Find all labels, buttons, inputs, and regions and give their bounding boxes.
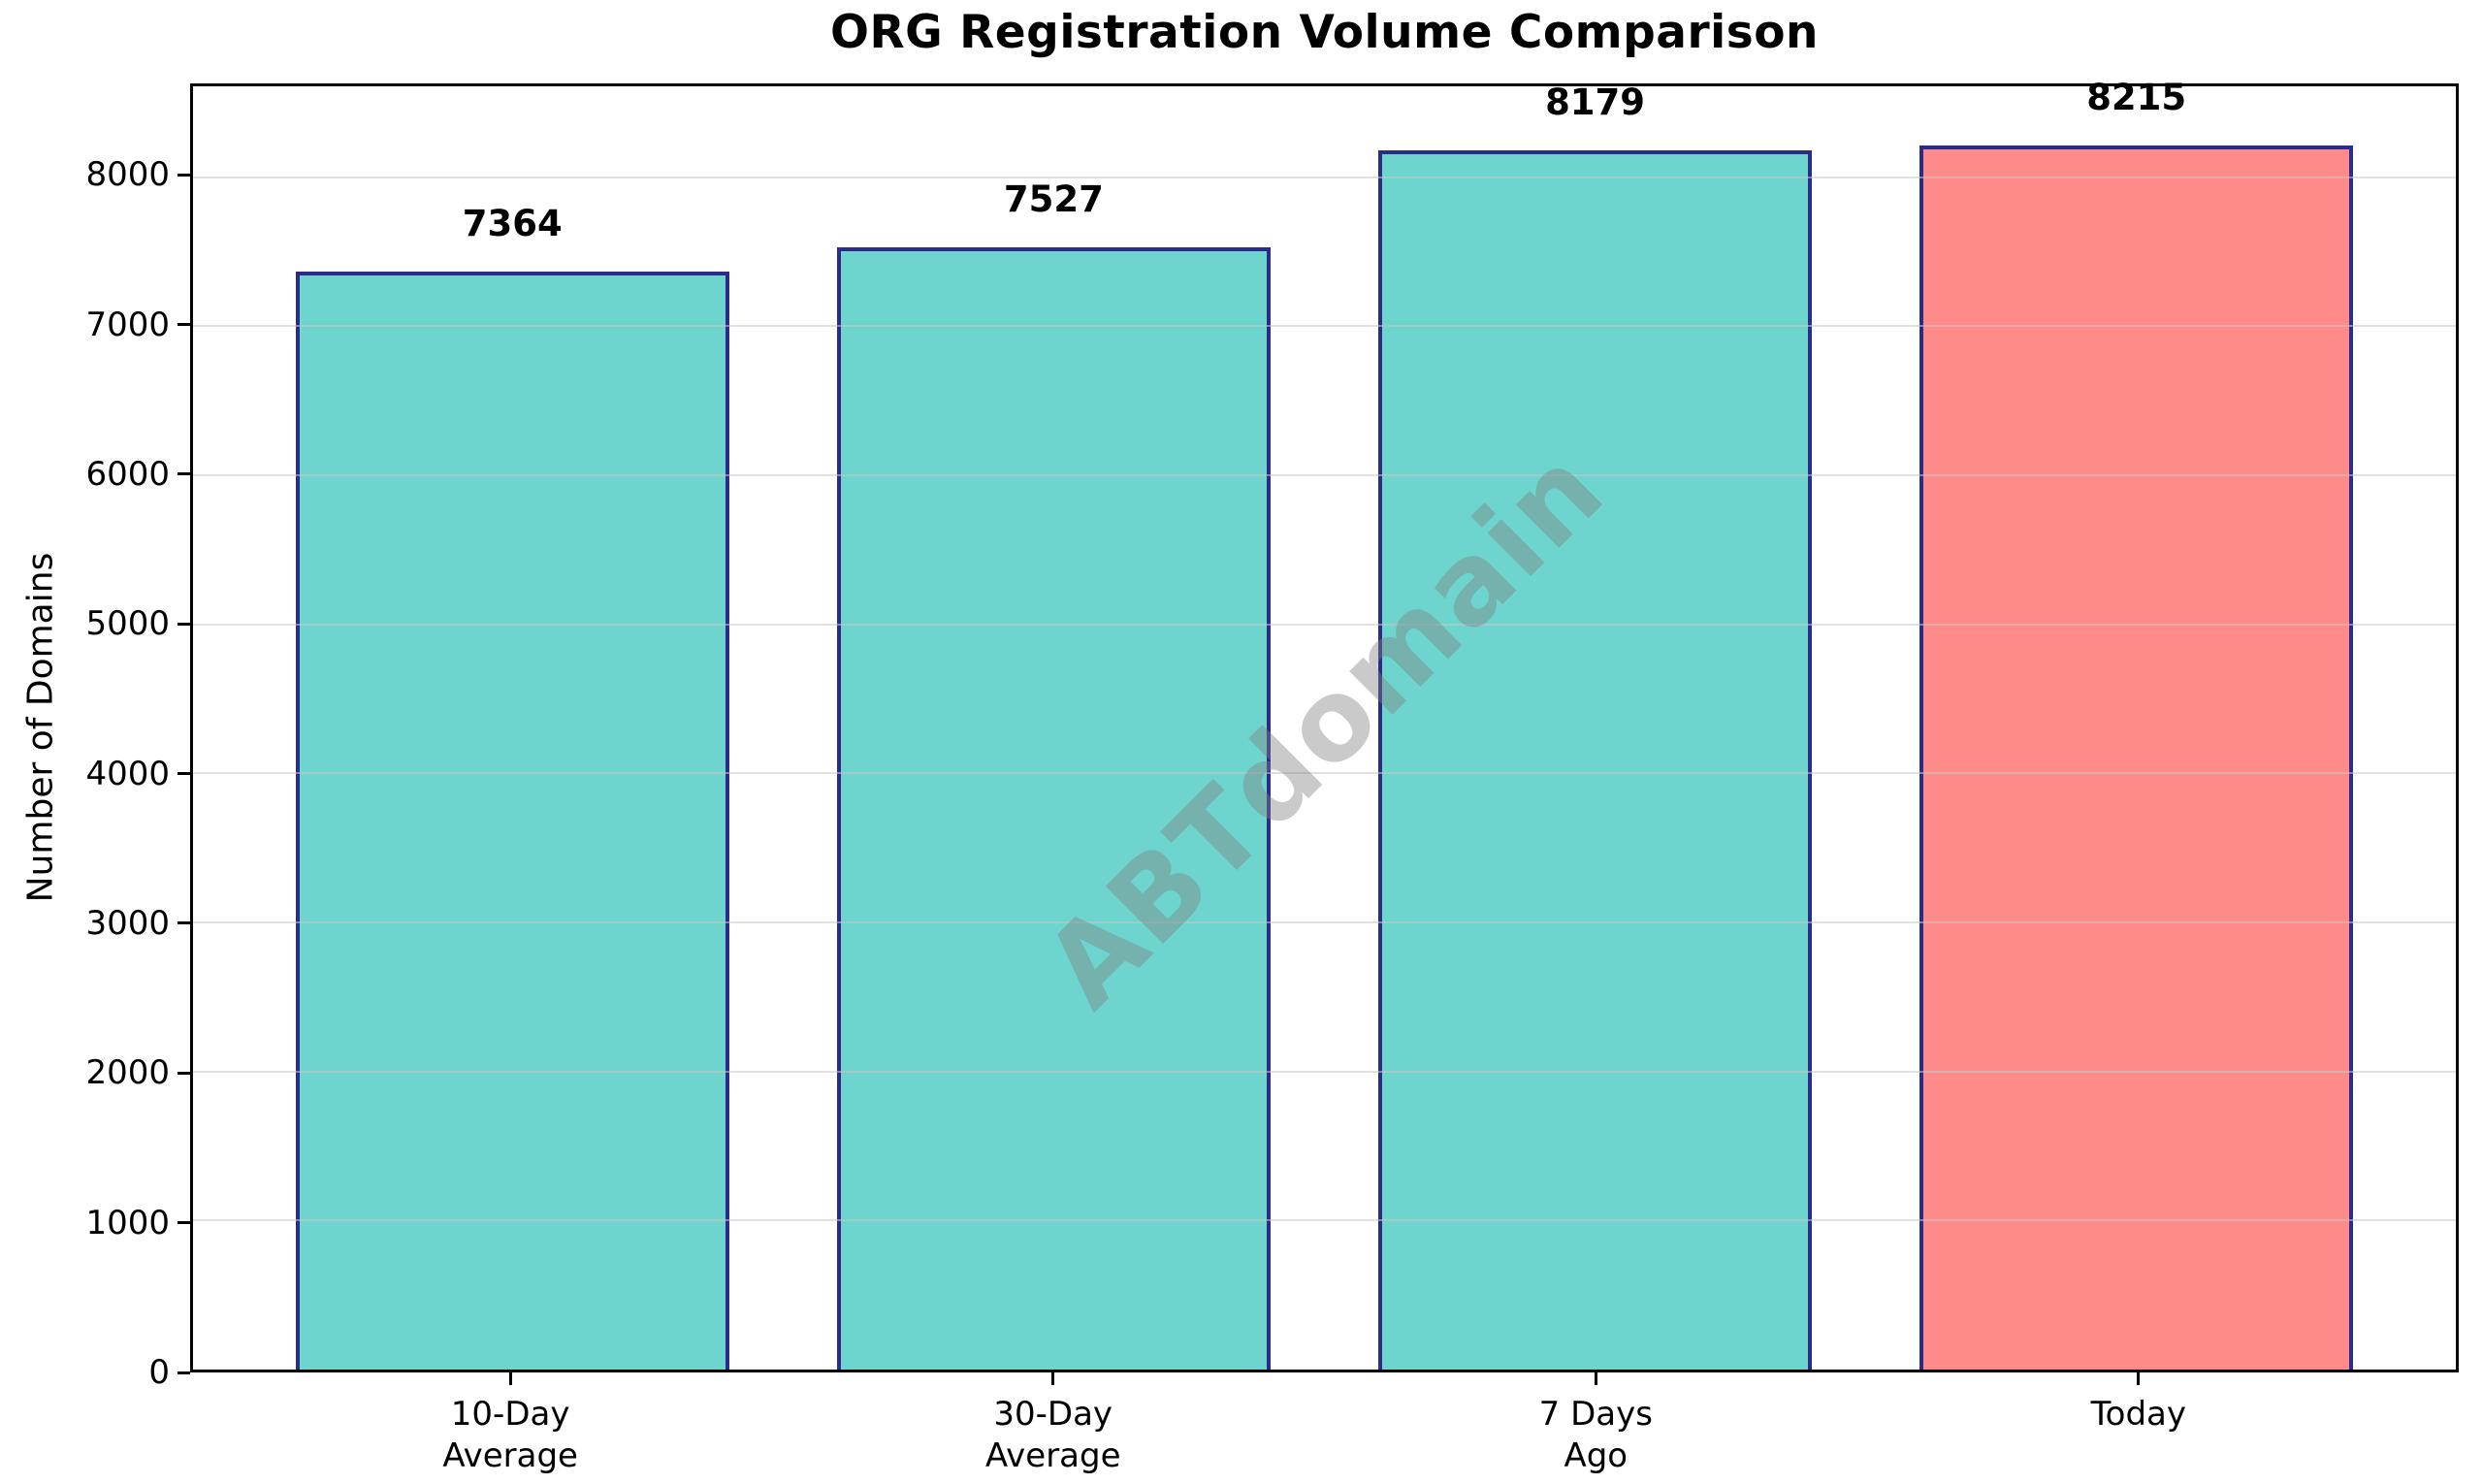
grid-line	[193, 1219, 2456, 1222]
x-tick-label: 7 Days Ago	[1538, 1395, 1653, 1475]
x-tick-mark	[1594, 1372, 1597, 1385]
bar-4	[1919, 145, 2353, 1370]
bar-value-label: 8179	[1545, 81, 1646, 124]
x-tick-label: 10-Day Average	[442, 1395, 578, 1475]
y-tick-label: 0	[148, 1353, 170, 1392]
chart-title: ORG Registration Volume Comparison	[830, 6, 1819, 59]
y-tick-label: 8000	[85, 155, 170, 195]
y-tick-label: 5000	[85, 604, 170, 644]
x-tick-label: 30-Day Average	[984, 1395, 1121, 1475]
y-tick-mark	[177, 472, 190, 476]
y-tick-label: 6000	[85, 454, 170, 494]
plot-area: ABTdomain 7364 7527 8179 8215	[190, 77, 2459, 1372]
y-tick-mark	[177, 622, 190, 626]
bar-value-label: 8215	[2086, 76, 2187, 118]
bar-3	[1378, 150, 1812, 1370]
y-tick-mark	[177, 173, 190, 177]
grid-line	[193, 474, 2456, 477]
grid-line	[193, 1070, 2456, 1073]
grid-line	[193, 772, 2456, 775]
bar-value-label: 7527	[1003, 178, 1104, 221]
grid-line	[193, 921, 2456, 924]
y-tick-mark	[177, 1071, 190, 1075]
bar-1	[296, 272, 729, 1370]
y-tick-label: 2000	[85, 1053, 170, 1093]
y-tick-label: 1000	[85, 1203, 170, 1242]
bar-value-label: 7364	[462, 203, 563, 245]
y-tick-mark	[177, 772, 190, 776]
y-tick-label: 3000	[85, 903, 170, 943]
grid-line	[193, 623, 2456, 626]
y-tick-mark	[177, 1221, 190, 1225]
grid-line	[193, 176, 2456, 178]
x-tick-mark	[1051, 1372, 1055, 1385]
y-tick-mark	[177, 921, 190, 925]
grid-line	[193, 325, 2456, 328]
y-tick-mark	[177, 323, 190, 326]
bar-2	[837, 247, 1271, 1370]
y-tick-label: 4000	[85, 754, 170, 793]
y-tick-label: 7000	[85, 305, 170, 344]
y-tick-mark	[177, 1371, 190, 1374]
x-tick-mark	[2137, 1372, 2141, 1385]
x-tick-mark	[508, 1372, 512, 1385]
x-tick-label: Today	[2090, 1395, 2187, 1434]
